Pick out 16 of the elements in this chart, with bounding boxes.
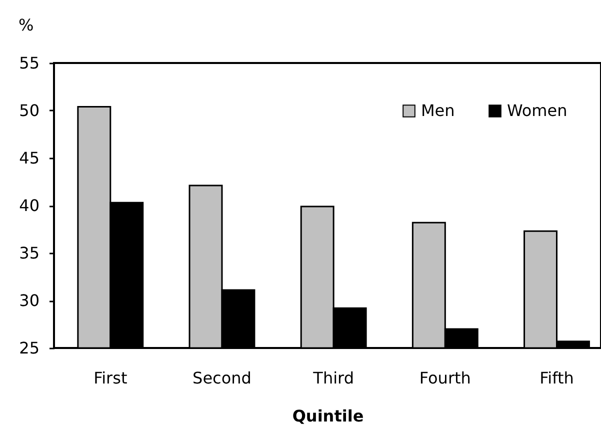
y-tick-label: 30	[19, 291, 40, 310]
y-tick-label: 40	[19, 196, 40, 215]
legend-label: Women	[507, 101, 568, 120]
x-tick-label: First	[94, 368, 128, 388]
x-tick-label: Fifth	[540, 368, 574, 388]
y-axis-title: %	[18, 16, 34, 34]
y-tick-label: 25	[19, 338, 40, 358]
x-tick-label: Third	[312, 368, 354, 388]
x-tick-label: Second	[192, 368, 252, 388]
legend-label: Men	[421, 101, 455, 120]
y-tick-label: 35	[19, 244, 40, 262]
x-axis-title: Quintile	[292, 406, 364, 426]
x-tick-label: Fourth	[419, 368, 471, 388]
y-tick-label: 45	[19, 148, 40, 168]
y-tick-label: 55	[19, 54, 40, 72]
y-tick-label: 50	[19, 101, 40, 120]
